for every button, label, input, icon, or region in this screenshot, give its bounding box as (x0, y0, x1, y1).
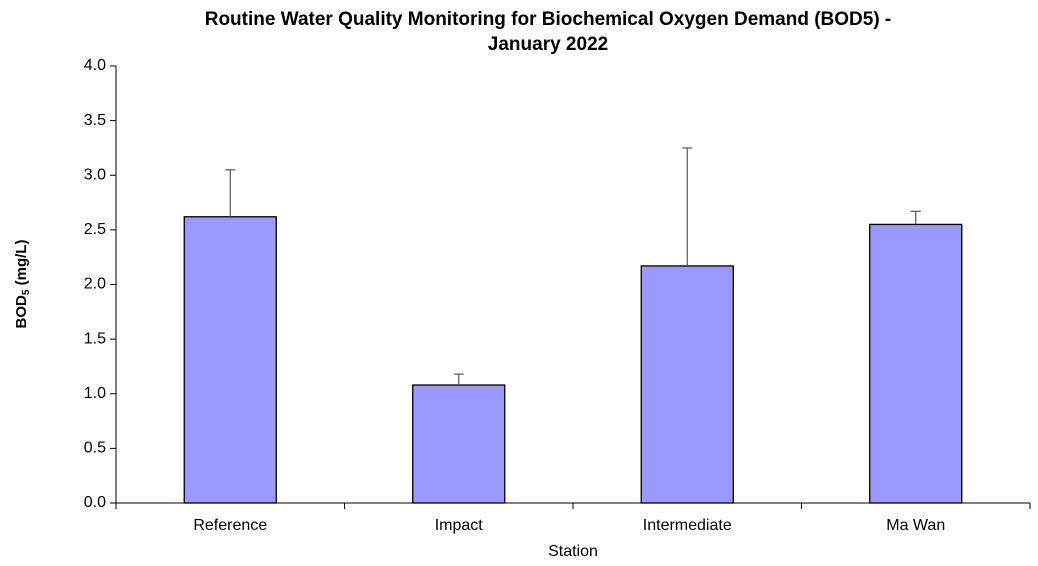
y-axis-label-part: (mg/L) (13, 240, 30, 290)
error-bar (453, 373, 464, 386)
x-tick-label: Impact (435, 517, 484, 534)
error-bar (682, 147, 693, 266)
chart-title: January 2022 (488, 34, 608, 55)
y-tick-label: 3.0 (84, 166, 106, 183)
y-axis-label-sub: 5 (21, 289, 32, 295)
bar (412, 384, 506, 504)
error-bar (225, 169, 236, 217)
bar (183, 216, 277, 504)
x-tick-label: Reference (193, 517, 267, 534)
bar (869, 223, 963, 504)
x-tick-label: Intermediate (643, 517, 732, 534)
chart-title: Routine Water Quality Monitoring for Bio… (205, 9, 892, 30)
y-axis-label-part: BOD (13, 295, 30, 329)
y-tick-label: 3.5 (84, 112, 106, 129)
x-tick-label: Ma Wan (886, 517, 945, 534)
y-tick-label: 1.5 (84, 330, 106, 347)
y-axis-label: BOD5 (mg/L) (13, 240, 32, 329)
y-tick-label: 0.5 (84, 440, 106, 457)
y-tick-label: 4.0 (84, 57, 106, 74)
y-tick-label: 2.0 (84, 276, 106, 293)
y-tick-label: 0.0 (84, 494, 106, 511)
error-bar (910, 210, 921, 225)
y-tick-label: 2.5 (84, 221, 106, 238)
x-axis-label: Station (548, 543, 598, 560)
bar (640, 265, 734, 504)
y-tick-label: 1.0 (84, 385, 106, 402)
